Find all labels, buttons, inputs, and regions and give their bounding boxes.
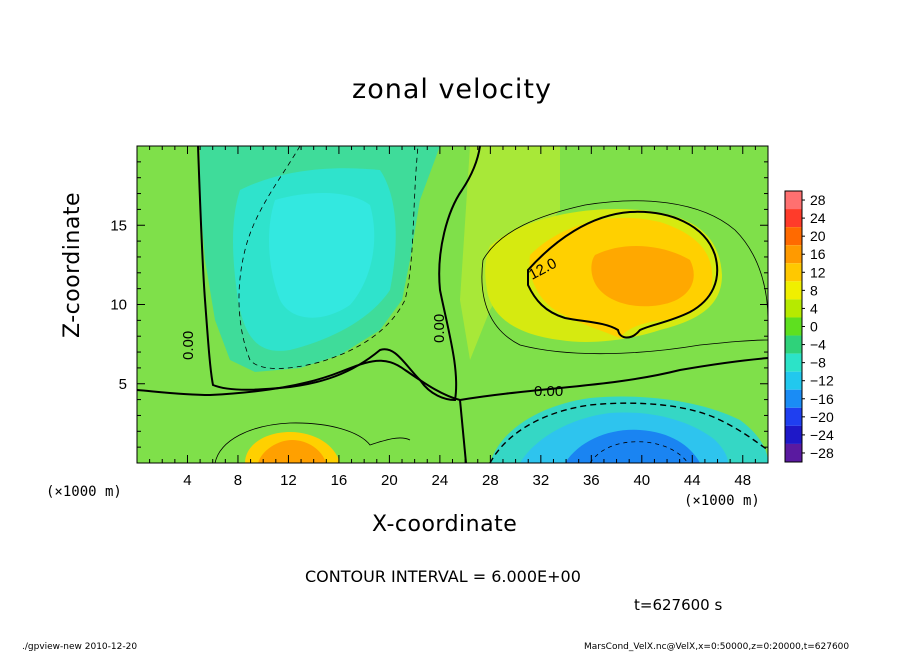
colorbar-label: −8 <box>810 355 826 371</box>
negative-region-core <box>268 193 375 318</box>
colorbar-segment <box>785 389 802 408</box>
colorbar: 28 24 20 16 12 8 4 0 −4 −8 −12 −16 −20 −24 −28 <box>784 190 834 463</box>
contour-zero-upper <box>197 146 481 402</box>
colorbar-segment <box>785 263 802 282</box>
colorbar-segment <box>785 245 802 264</box>
surface-max-core <box>258 440 326 463</box>
x-unit-label-left: (×1000 m) <box>46 484 122 500</box>
colorbar-segment <box>785 299 802 318</box>
colorbar-label: −28 <box>810 445 834 461</box>
contour-neg6-upper <box>238 146 419 369</box>
colorbar-segment <box>785 227 802 246</box>
x-unit-label-right: (×1000 m) <box>684 493 760 509</box>
colorbar-label: 16 <box>810 246 826 262</box>
time-label: t=627600 s <box>634 596 723 614</box>
x-tick-label: 16 <box>331 472 348 489</box>
colorbar-label: −4 <box>810 337 826 353</box>
colorbar-segment <box>785 281 802 300</box>
colorbar-label: 12 <box>810 264 826 280</box>
contour-6-lower <box>481 259 768 355</box>
x-tick-label: 8 <box>234 472 242 489</box>
colorbar-segment <box>785 407 802 426</box>
contour-label-zero-left: 0.00 <box>180 331 197 360</box>
x-tick-label: 44 <box>684 472 701 489</box>
x-tick-label: 40 <box>633 472 650 489</box>
contour-6-surface <box>214 422 411 463</box>
contour-zero-lower <box>137 357 768 402</box>
colorbar-segment <box>785 209 802 228</box>
x-tick-label: 20 <box>381 472 398 489</box>
contour-label-zero-lower: 0.00 <box>534 383 563 400</box>
contour-zero-vertical <box>459 399 467 463</box>
colorbar-segment <box>785 425 802 444</box>
colorbar-label: −12 <box>810 373 834 389</box>
positive-region-core <box>591 245 694 307</box>
x-tick-label: 48 <box>734 472 751 489</box>
y-tick-label: 5 <box>119 376 127 393</box>
y-tick-label: 10 <box>110 297 127 314</box>
colorbar-label: −20 <box>810 409 834 425</box>
footer-source: MarsCond_VelX.nc@VelX,x=0:50000,z=0:2000… <box>584 642 850 652</box>
x-tick-label: 12 <box>280 472 297 489</box>
colorbar-label: 0 <box>810 319 818 335</box>
x-tick-label: 36 <box>583 472 600 489</box>
contour-6-upper <box>482 200 768 321</box>
colorbar-segment <box>785 353 802 372</box>
contour-label-zero-center: 0.00 <box>431 314 448 343</box>
x-tick-label: 28 <box>482 472 499 489</box>
colorbar-label: −16 <box>810 391 834 407</box>
chart-title: zonal velocity <box>352 74 552 105</box>
x-tick-label: 4 <box>183 472 191 489</box>
colorbar-label: −24 <box>810 427 834 443</box>
field-area <box>137 146 768 463</box>
colorbar-segment <box>785 191 802 210</box>
colorbar-segment <box>785 371 802 390</box>
axis-ticks <box>136 145 769 464</box>
colorbar-label: 20 <box>810 228 826 244</box>
footer-command: ./gpview-new 2010-12-20 <box>22 642 138 652</box>
x-tick-label: 24 <box>432 472 449 489</box>
contour-neg12-lower <box>589 441 689 463</box>
contour-12 <box>527 210 719 339</box>
colorbar-label: 8 <box>810 282 818 298</box>
colorbar-segment <box>785 443 802 462</box>
colorbar-label: 24 <box>810 210 826 226</box>
surface-min-core <box>565 429 700 463</box>
x-axis-label: X-coordinate <box>372 512 518 537</box>
colorbar-label: 4 <box>810 300 818 316</box>
contour-interval-text: CONTOUR INTERVAL = 6.000E+00 <box>305 567 581 586</box>
colorbar-label: 28 <box>810 192 826 208</box>
x-tick-label: 32 <box>532 472 549 489</box>
colorbar-segment <box>785 317 802 336</box>
y-tick-label: 15 <box>110 217 127 234</box>
colorbar-segment <box>785 335 802 354</box>
y-axis-label: Z-coordinate <box>60 192 85 338</box>
